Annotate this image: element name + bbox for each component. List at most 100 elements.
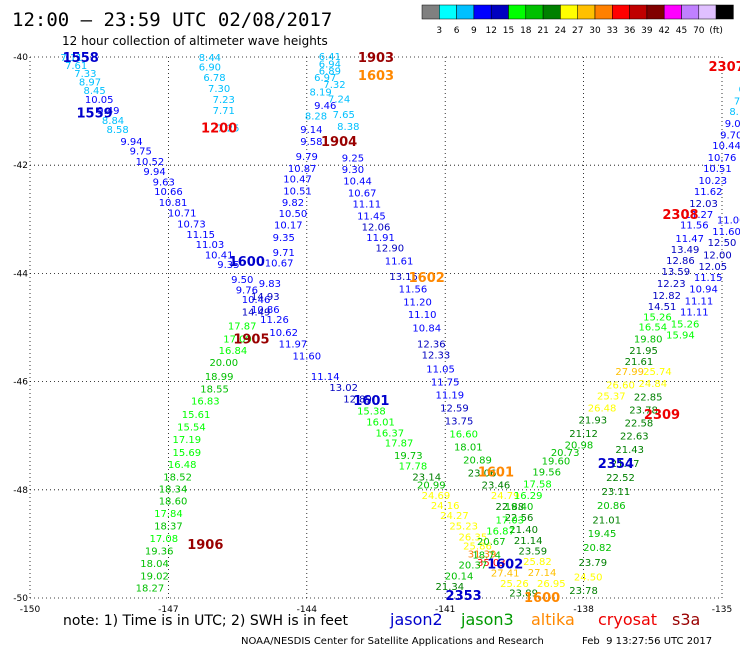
color-scale-label: (ft)	[709, 26, 723, 36]
color-swatch	[698, 4, 717, 20]
swh-value: 8.28	[305, 111, 327, 122]
swh-value: 7.24	[328, 95, 350, 106]
swh-value: 13.75	[445, 417, 474, 428]
y-tick-label: -48	[13, 486, 28, 496]
swh-value: 11.05	[426, 365, 455, 376]
color-swatch	[715, 4, 734, 20]
footer-timestamp: Feb 9 13:27:56 UTC 2017	[582, 636, 712, 647]
time-label: 1905	[233, 332, 269, 347]
swh-value: 7.25	[217, 123, 239, 134]
color-swatch	[473, 4, 492, 20]
swh-value: 21.40	[509, 525, 538, 536]
swh-value: 26.35	[459, 532, 488, 543]
swh-value: 9.46	[314, 101, 336, 112]
swh-value: 10.50	[279, 209, 308, 220]
swh-value: 18.34	[159, 485, 188, 496]
y-tick-label: -44	[13, 269, 28, 279]
swh-value: 10.86	[251, 305, 280, 316]
swh-value: 9.70	[720, 130, 740, 141]
swh-value: 21.01	[592, 516, 621, 527]
y-tick-label: -46	[13, 378, 28, 388]
swh-value: 18.27	[136, 584, 165, 595]
swh-value: 16.48	[168, 460, 197, 471]
time-label: 1602	[409, 271, 445, 286]
swh-value: 9.14	[300, 125, 322, 136]
swh-value: 11.91	[366, 233, 395, 244]
swh-value: 10.73	[177, 220, 206, 231]
swh-value: 24.69	[422, 491, 451, 502]
swh-value: 19.45	[588, 529, 617, 540]
color-scale-label: 15	[503, 26, 514, 36]
color-scale-label: 9	[471, 26, 477, 36]
swh-value: 17.58	[523, 479, 552, 490]
swh-value: 10.66	[154, 187, 183, 198]
time-label: 1600	[524, 591, 560, 606]
color-swatch	[629, 4, 648, 20]
swh-value: 12.05	[698, 262, 727, 273]
swh-value: 6.19	[739, 84, 740, 95]
swh-value: 8.44	[199, 53, 221, 64]
swh-value: 16.54	[638, 322, 667, 333]
axis-ticks: -150 -147 -144 -141 -138 -135 -40 -42 -44 -46 -48 -…	[13, 53, 732, 615]
time-label: 1559	[76, 107, 112, 122]
color-swatch	[525, 4, 544, 20]
swh-value: 9.71	[273, 248, 295, 259]
swh-value: 18.99	[205, 372, 234, 383]
y-tick-label: -42	[13, 161, 28, 171]
swh-value: 22.56	[505, 513, 534, 524]
y-tick-label: -50	[13, 594, 28, 604]
wave-height-values: 7.117.617.338.978.4510.059.498.848.589.9…	[60, 52, 740, 600]
swh-value: 10.41	[205, 250, 234, 261]
swh-value: 11.75	[431, 378, 460, 389]
swh-value: 10.51	[703, 164, 732, 175]
swh-value: 22.88	[495, 502, 524, 513]
swh-value: 7.71	[213, 106, 235, 117]
swh-value: 9.82	[282, 198, 304, 209]
color-swatch	[594, 4, 613, 20]
swh-value: 11.56	[680, 221, 709, 232]
swh-value: 18.74	[472, 551, 501, 562]
color-swatch	[646, 4, 665, 20]
swh-value: 9.25	[342, 154, 364, 165]
swh-value: 23.78	[629, 406, 658, 417]
swh-value: 17.08	[149, 534, 178, 545]
swh-value: 11.11	[680, 307, 709, 318]
legend-cryosat: cryosat	[598, 610, 657, 629]
swh-value: 10.46	[242, 295, 271, 306]
swh-value: 20.89	[463, 456, 492, 467]
swh-value: 7.65	[333, 110, 355, 121]
color-scale-label: 33	[607, 26, 618, 36]
color-swatch	[456, 4, 475, 20]
swh-value: 21.14	[514, 536, 543, 547]
time-label: 1603	[358, 69, 394, 84]
swh-value: 25.37	[597, 392, 626, 403]
swh-value: 11.97	[279, 340, 308, 351]
swh-value: 35.03	[477, 558, 506, 569]
swh-value: 15.54	[177, 423, 206, 434]
swh-value: 6.78	[203, 73, 225, 84]
swh-value: 24.50	[574, 572, 603, 583]
swh-value: 23.11	[602, 487, 631, 498]
time-label: 2307	[709, 60, 740, 75]
swh-value: 25.26	[500, 579, 529, 590]
x-tick-label: -141	[435, 605, 455, 615]
swh-value: 7.48	[734, 96, 740, 107]
swh-value: 16.60	[449, 430, 478, 441]
swh-value: 9.94	[120, 137, 142, 148]
swh-value: 25.74	[643, 367, 672, 378]
swh-value: 17.84	[154, 509, 183, 520]
color-scale-label: 42	[658, 26, 669, 36]
swh-value: 27.41	[491, 569, 520, 580]
swh-value: 10.84	[412, 324, 441, 335]
swh-value: 23.78	[569, 586, 598, 597]
swh-value: 6.89	[319, 67, 341, 78]
swh-value: 7.30	[208, 84, 230, 95]
swh-value: 24.84	[638, 379, 667, 390]
color-swatch	[612, 4, 630, 20]
swh-value: 15.26	[643, 313, 672, 324]
swh-value: 15.26	[671, 320, 700, 331]
swh-value: 17.03	[495, 516, 524, 527]
swh-value: 7.33	[74, 69, 96, 80]
time-label: 1600	[229, 255, 265, 270]
swh-value: 9.35	[273, 233, 295, 244]
